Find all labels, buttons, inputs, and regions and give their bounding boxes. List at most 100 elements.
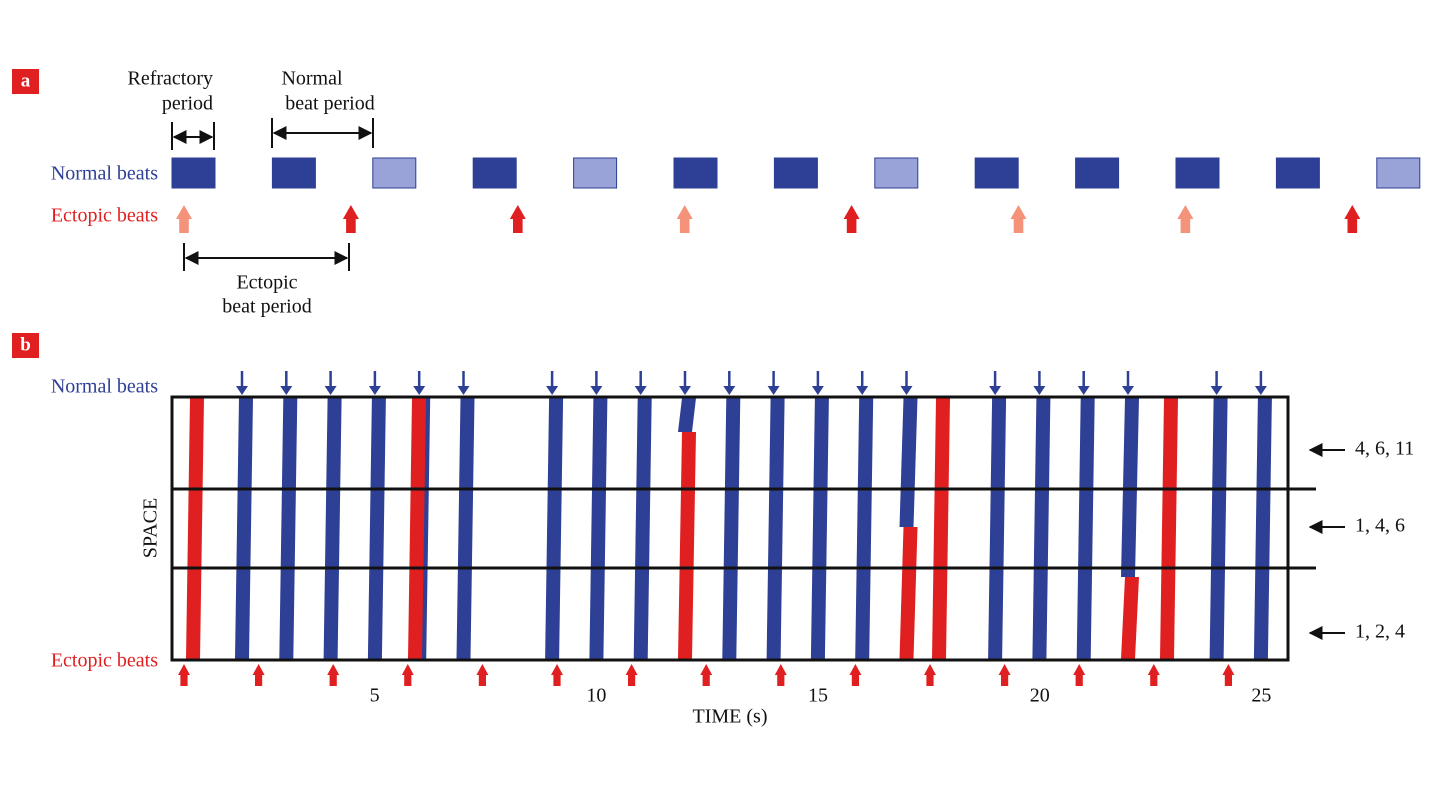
ectopic-arrow — [843, 205, 860, 233]
dimension-lines — [171, 118, 374, 271]
ectopic-arrow — [676, 205, 693, 233]
normal-beat-arrow-head — [900, 386, 913, 395]
ectopic-arrow — [924, 664, 936, 686]
ectopic-arrow — [551, 664, 563, 686]
beat-stripe — [1160, 398, 1178, 659]
ectopic-arrow — [1147, 664, 1160, 686]
beat-stripe — [186, 398, 204, 659]
ectopic-arrow — [176, 205, 192, 233]
ectopic-arrow — [625, 664, 638, 686]
panel-a-marks — [171, 157, 1421, 233]
beat-stripe — [1032, 398, 1051, 659]
normal-period-label: Normal — [281, 68, 343, 90]
normal-beat-block — [974, 157, 1019, 189]
beat-stripe — [367, 398, 386, 659]
ectopic-arrow — [1222, 664, 1235, 686]
region-label: 4, 6, 11 — [1355, 438, 1414, 460]
beat-stripe — [855, 398, 874, 659]
region-label: 1, 2, 4 — [1355, 621, 1405, 643]
beat-stripe — [678, 398, 696, 432]
beat-stripe — [323, 398, 342, 659]
ectopic-period-label: beat period — [222, 296, 311, 318]
beat-stripe — [633, 398, 652, 659]
normal-beat-block — [1376, 157, 1421, 189]
normal-beat-block — [372, 157, 417, 189]
normal-beat-block — [874, 157, 919, 189]
ectopic-arrow — [700, 664, 713, 686]
ectopic-arrow — [252, 664, 265, 686]
normal-beat-block — [1075, 157, 1120, 189]
beat-stripe — [1253, 398, 1272, 659]
normal-beat-arrow-head — [1254, 386, 1267, 395]
region-label: 1, 4, 6 — [1355, 515, 1405, 537]
normal-period-label: beat period — [285, 93, 374, 115]
normal-beat-arrow-head — [546, 386, 559, 395]
ectopic-arrow — [849, 664, 862, 686]
normal-beat-arrow-head — [590, 386, 603, 395]
panel-label: b — [20, 334, 31, 355]
beat-stripe — [279, 398, 298, 659]
panel-label: a — [21, 70, 31, 91]
beat-stripe — [932, 398, 950, 659]
beat-stripe — [235, 398, 253, 659]
refractory-label: Refractory — [127, 68, 213, 90]
x-tick-label: 25 — [1251, 685, 1271, 707]
normal-beat-block — [271, 157, 316, 189]
refractory-label: period — [162, 93, 213, 115]
beat-stripe — [988, 398, 1007, 659]
normal-beat-block — [1275, 157, 1320, 189]
x-tick-label: 10 — [586, 685, 606, 707]
beat-stripe — [899, 527, 918, 659]
normal-beat-arrow-head — [1122, 386, 1134, 395]
normal-beat-arrow-head — [989, 386, 1002, 395]
normal-beats-label: Normal beats — [51, 163, 158, 185]
beat-stripe — [589, 398, 608, 659]
space-label: SPACE — [140, 498, 162, 558]
normal-beat-block — [1175, 157, 1220, 189]
ectopic-beats-label: Ectopic beats — [51, 650, 158, 672]
normal-beat-block — [171, 157, 216, 189]
frame — [170, 395, 1290, 662]
x-tick-label: 20 — [1030, 685, 1050, 707]
beat-stripe — [766, 398, 785, 659]
ectopic-arrow — [1073, 664, 1086, 686]
x-tick-label: 15 — [808, 685, 828, 707]
panel-badge — [12, 333, 39, 358]
ectopic-arrow — [1344, 205, 1361, 233]
ectopic-arrow — [342, 205, 359, 233]
beat-stripe — [456, 398, 475, 659]
ectopic-period-label: Ectopic — [236, 272, 297, 294]
panel-badge — [12, 69, 39, 94]
ectopic-arrow — [509, 205, 526, 233]
beat-stripe — [810, 398, 829, 659]
normal-beats-label: Normal beats — [51, 376, 158, 398]
normal-beat-arrow-head — [368, 386, 381, 395]
beat-stripe — [899, 398, 918, 527]
beat-stripe — [1209, 398, 1228, 659]
normal-beat-arrow-head — [236, 386, 248, 395]
beat-stripe — [678, 432, 696, 659]
normal-beat-block — [673, 157, 718, 189]
normal-beat-arrow-head — [1077, 386, 1090, 395]
ectopic-arrow — [1177, 205, 1194, 233]
normal-beat-arrow-head — [413, 386, 426, 395]
normal-beat-arrow-head — [723, 386, 736, 395]
beat-stripe — [408, 398, 426, 659]
x-axis-label: TIME (s) — [693, 706, 768, 728]
panel-b-marks — [178, 371, 1272, 686]
normal-beat-arrow-head — [324, 386, 337, 395]
ectopic-arrow — [476, 664, 489, 686]
x-tick-label: 5 — [370, 685, 380, 707]
ectopic-arrow — [1010, 205, 1027, 233]
beat-stripe — [1076, 398, 1095, 659]
beat-stripe — [722, 398, 741, 659]
normal-beat-arrow-head — [679, 386, 691, 395]
normal-beat-block — [472, 157, 517, 189]
normal-beat-block — [573, 157, 618, 189]
normal-beat-block — [773, 157, 818, 189]
normal-beat-arrow-head — [280, 386, 293, 395]
normal-beat-arrow-head — [1033, 386, 1046, 395]
normal-beat-arrow-head — [634, 386, 647, 395]
normal-beat-arrow-head — [767, 386, 780, 395]
